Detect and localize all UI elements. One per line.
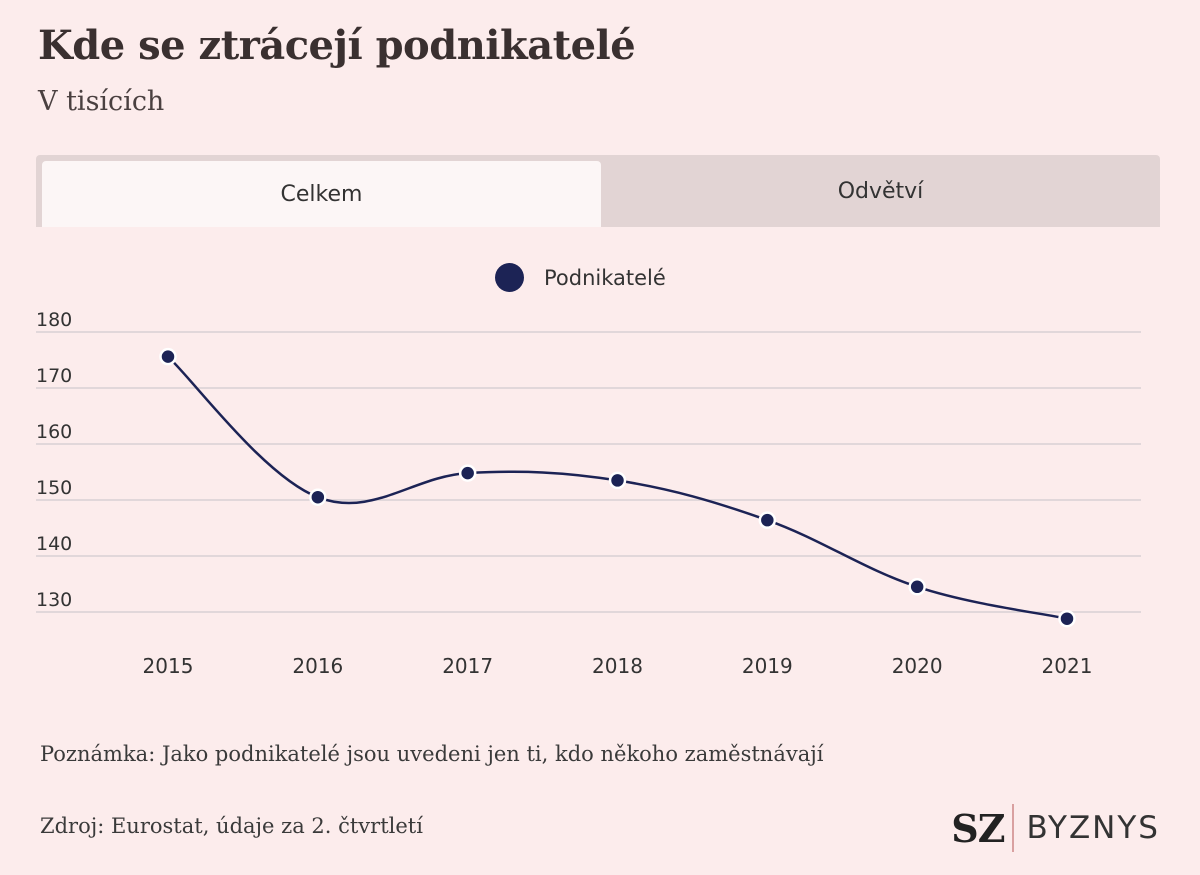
y-tick-label: 150 (36, 477, 72, 499)
y-tick-label: 140 (36, 533, 72, 555)
x-tick-label: 2021 (1042, 654, 1093, 678)
data-point-2020[interactable] (908, 578, 926, 596)
tab-celkem[interactable]: Celkem (42, 161, 601, 227)
data-points (159, 347, 1076, 628)
data-point-2016[interactable] (309, 488, 327, 506)
logo-mark: SZ (951, 805, 1005, 851)
data-point-2021[interactable] (1058, 609, 1076, 628)
y-axis: 130 140 150 160 170 180 (36, 309, 72, 611)
legend-marker-icon (495, 263, 524, 292)
x-tick-label: 2015 (143, 654, 194, 678)
sz-byznys-logo[interactable]: SZ BYZNYS (951, 804, 1160, 852)
x-tick-label: 2020 (892, 654, 943, 678)
y-tick-label: 160 (36, 421, 72, 443)
chart-subtitle: V tisících (38, 86, 165, 117)
data-point-2017[interactable] (458, 464, 477, 482)
x-tick-label: 2017 (442, 654, 493, 678)
data-point-2018[interactable] (608, 471, 627, 490)
legend[interactable]: Podnikatelé (495, 263, 666, 292)
tab-odvetvi[interactable]: Odvětví (837, 178, 924, 204)
chart-source: Zdroj: Eurostat, údaje za 2. čtvrtletí (40, 814, 423, 838)
x-tick-label: 2019 (742, 654, 793, 678)
logo-divider (1012, 804, 1015, 852)
x-axis: 2015 2016 2017 2018 2019 2020 2021 (143, 654, 1093, 678)
data-point-2019[interactable] (758, 511, 777, 529)
y-tick-label: 170 (36, 365, 72, 387)
y-tick-label: 180 (36, 309, 72, 331)
x-tick-label: 2018 (592, 654, 643, 678)
data-point-2015[interactable] (159, 347, 177, 366)
y-tick-label: 130 (36, 589, 72, 611)
legend-label: Podnikatelé (544, 265, 666, 290)
chart-note: Poznámka: Jako podnikatelé jsou uvedeni … (40, 742, 824, 766)
tab-bar: Celkem Odvětví (36, 155, 1160, 227)
logo-section: BYZNYS (1026, 810, 1160, 846)
chart-title: Kde se ztrácejí podnikatelé (38, 22, 636, 69)
grid-lines (36, 331, 1141, 613)
x-tick-label: 2016 (292, 654, 343, 678)
